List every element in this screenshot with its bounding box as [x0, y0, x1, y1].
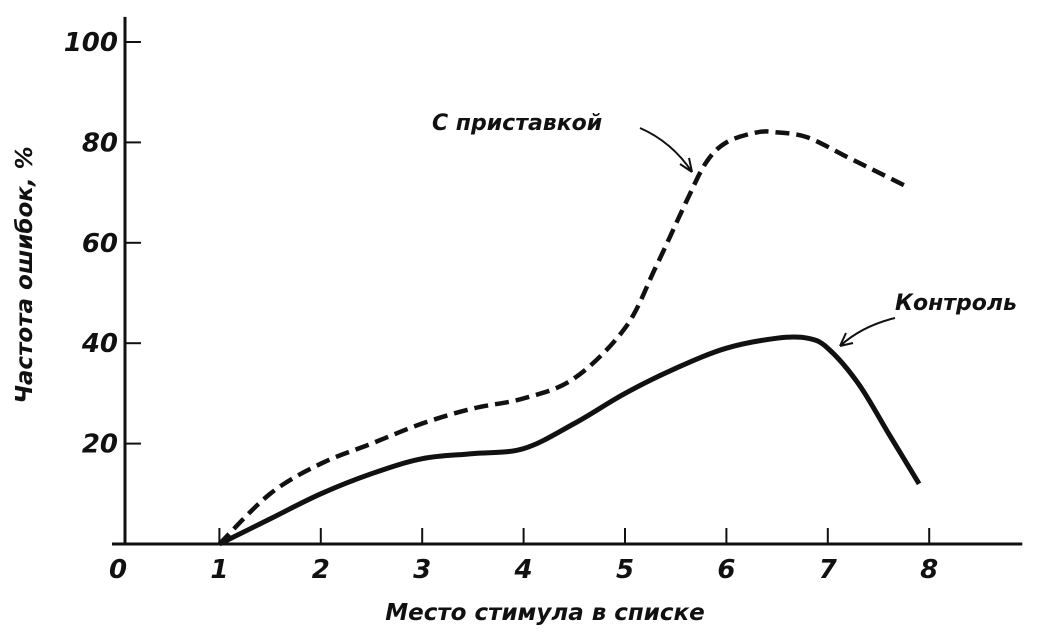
axes	[112, 16, 1023, 546]
y-tick-label: 40	[81, 329, 118, 359]
series-label-with-prefix: С приставкой	[432, 111, 602, 136]
annotation-arrow-with-prefix	[639, 127, 693, 173]
series-label-control: Контроль	[895, 291, 1017, 316]
y-tick-label: 100	[64, 28, 118, 58]
ticks: 0 1 2 3 4 5 6 7 8 20 40 60 80 100	[64, 28, 939, 585]
series-line-with-prefix	[217, 129, 910, 546]
y-tick-label: 60	[82, 229, 118, 259]
x-tick-label: 5	[616, 555, 634, 585]
x-tick-label: 0	[109, 555, 127, 585]
y-tick-label: 20	[82, 430, 118, 460]
annotation-arrow-control	[839, 317, 896, 347]
x-tick-label: 6	[717, 555, 735, 585]
y-axis-title: Частота ошибок, %	[12, 146, 38, 403]
series-layer	[217, 129, 922, 547]
x-tick-label: 1	[210, 555, 228, 585]
y-tick-label: 80	[82, 128, 118, 158]
x-axis-title: Место стимула в списке	[385, 600, 705, 626]
x-tick-label: 8	[920, 555, 938, 585]
annotations: С приставкой Контроль	[432, 111, 1017, 347]
x-tick-label: 4	[514, 555, 533, 585]
x-tick-label: 3	[413, 555, 431, 585]
x-tick-label: 7	[819, 555, 838, 585]
series-line-control	[218, 334, 922, 547]
x-tick-label: 2	[312, 555, 330, 585]
